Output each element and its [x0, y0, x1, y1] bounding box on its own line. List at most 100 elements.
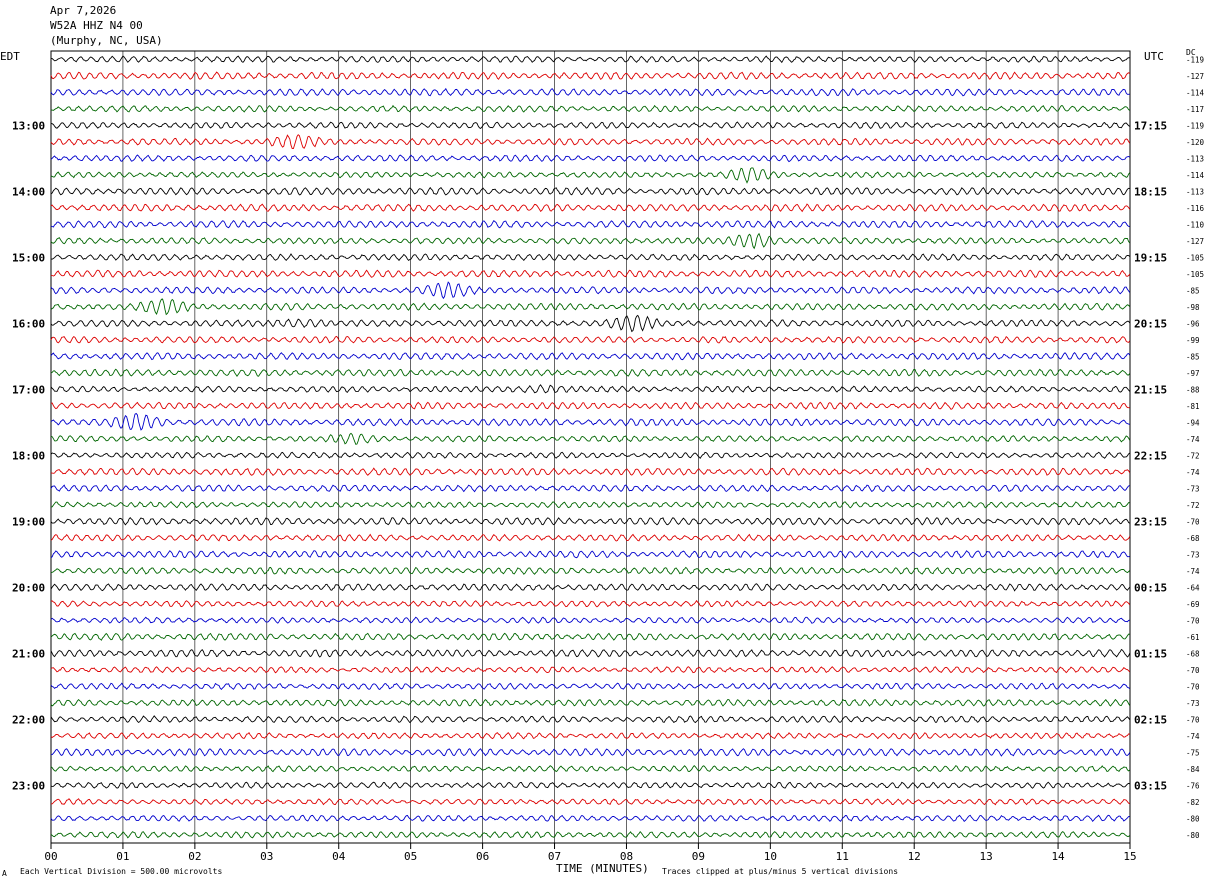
dc-offset-label: -97	[1186, 369, 1200, 378]
dc-offset-label: -73	[1186, 484, 1200, 493]
dc-offset-header: DC	[1186, 48, 1196, 57]
seismic-trace-row	[50, 698, 1131, 707]
seismic-trace-row	[50, 516, 1131, 526]
dc-offset-label: -120	[1186, 138, 1205, 147]
seismic-trace-row	[50, 253, 1131, 262]
seismic-trace-row	[50, 798, 1130, 806]
left-hour-label: 21:00	[12, 647, 45, 660]
dc-offset-label: -69	[1186, 600, 1200, 609]
x-axis-title: TIME (MINUTES)	[556, 862, 649, 875]
seismic-trace-row	[50, 352, 1131, 361]
dc-offset-label: -113	[1186, 154, 1204, 163]
seismic-trace-row	[50, 432, 1131, 445]
seismic-trace-row	[50, 747, 1131, 757]
seismic-trace-row	[50, 632, 1130, 641]
left-hour-label: 14:00	[12, 185, 45, 198]
right-hour-label: 23:15	[1134, 515, 1167, 528]
left-hour-label: 23:00	[12, 779, 45, 792]
x-tick-label: 11	[836, 850, 849, 863]
dc-offset-label: -70	[1186, 616, 1200, 625]
dc-offset-label: -64	[1186, 583, 1200, 592]
seismic-trace-row	[50, 765, 1131, 773]
seismic-trace-row	[50, 87, 1130, 97]
dc-offset-label: -68	[1186, 534, 1200, 543]
dc-offset-label: -80	[1186, 814, 1200, 823]
dc-offset-label: -84	[1186, 765, 1200, 774]
left-hour-label: 17:00	[12, 383, 45, 396]
plot-frame	[50, 50, 1131, 844]
seismic-trace-row	[50, 451, 1131, 460]
seismic-trace-row	[50, 203, 1131, 213]
seismic-trace-row	[50, 134, 1131, 150]
dc-offset-label: -113	[1186, 187, 1204, 196]
seismic-trace-row	[50, 781, 1130, 789]
left-hour-label: 19:00	[12, 515, 45, 528]
right-hour-label: 22:15	[1134, 449, 1167, 462]
left-timezone-label: EDT	[0, 50, 20, 63]
seismic-trace-row	[50, 814, 1130, 823]
seismic-trace-row	[50, 616, 1130, 624]
seismic-trace-row	[50, 533, 1131, 542]
seismic-trace-row	[50, 412, 1130, 431]
dc-offset-label: -81	[1186, 402, 1200, 411]
dc-offset-label: -119	[1186, 121, 1204, 130]
seismic-trace-row	[50, 384, 1131, 394]
seismic-trace-row	[50, 648, 1131, 658]
dc-offset-label: -70	[1186, 666, 1200, 675]
seismic-trace-row	[50, 599, 1131, 608]
left-hour-label: 13:00	[12, 119, 45, 132]
seismic-trace-row	[50, 121, 1131, 130]
dc-offset-label: -68	[1186, 649, 1200, 658]
seismic-trace-row	[50, 232, 1131, 250]
dc-offset-label: -114	[1186, 171, 1205, 180]
x-tick-label: 14	[1051, 850, 1065, 863]
station-location: (Murphy, NC, USA)	[50, 34, 163, 47]
x-tick-label: 15	[1123, 850, 1136, 863]
seismic-trace-row	[50, 55, 1130, 64]
seismic-trace-row	[50, 682, 1131, 690]
x-tick-label: 12	[908, 850, 921, 863]
right-hour-label: 19:15	[1134, 251, 1167, 264]
x-tick-label: 01	[116, 850, 129, 863]
corner-mark: A	[2, 869, 7, 878]
dc-offset-label: -117	[1186, 105, 1204, 114]
dc-offset-label: -127	[1186, 237, 1204, 246]
seismic-trace-row	[50, 666, 1131, 674]
dc-offset-label: -110	[1186, 220, 1205, 229]
station-code: W52A HHZ N4 00	[50, 19, 143, 32]
seismic-trace-row	[50, 314, 1131, 333]
right-hour-label: 21:15	[1134, 383, 1167, 396]
x-tick-label: 02	[188, 850, 201, 863]
seismic-trace-row	[50, 583, 1131, 592]
right-hour-label: 17:15	[1134, 119, 1167, 132]
right-hour-label: 20:15	[1134, 317, 1167, 330]
seismic-trace-row	[50, 71, 1130, 80]
dc-offset-label: -74	[1186, 468, 1200, 477]
seismic-trace-row	[50, 401, 1130, 410]
dc-offset-label: -72	[1186, 501, 1200, 510]
dc-offset-label: -105	[1186, 253, 1204, 262]
left-hour-label: 16:00	[12, 317, 45, 330]
dc-offset-label: -85	[1186, 286, 1200, 295]
dc-offset-label: -116	[1186, 204, 1205, 213]
seismic-trace-row	[50, 715, 1131, 724]
dc-offset-label: -74	[1186, 567, 1200, 576]
right-hour-label: 18:15	[1134, 185, 1167, 198]
vertical-division-note: Each Vertical Division = 500.00 microvol…	[20, 867, 223, 876]
seismic-trace-row	[50, 830, 1131, 839]
seismic-trace-row	[50, 154, 1131, 163]
x-tick-label: 08	[620, 850, 633, 863]
x-tick-label: 10	[764, 850, 777, 863]
seismic-trace-row	[50, 167, 1131, 184]
x-tick-label: 09	[692, 850, 705, 863]
seismic-trace-row	[50, 550, 1130, 559]
dc-offset-label: -105	[1186, 270, 1204, 279]
dc-offset-label: -88	[1186, 385, 1200, 394]
dc-offset-label: -74	[1186, 435, 1200, 444]
dc-offset-label: -74	[1186, 732, 1200, 741]
left-hour-label: 15:00	[12, 251, 45, 264]
dc-offset-label: -73	[1186, 699, 1200, 708]
seismic-trace-row	[50, 501, 1130, 509]
dc-offset-label: -76	[1186, 781, 1200, 790]
